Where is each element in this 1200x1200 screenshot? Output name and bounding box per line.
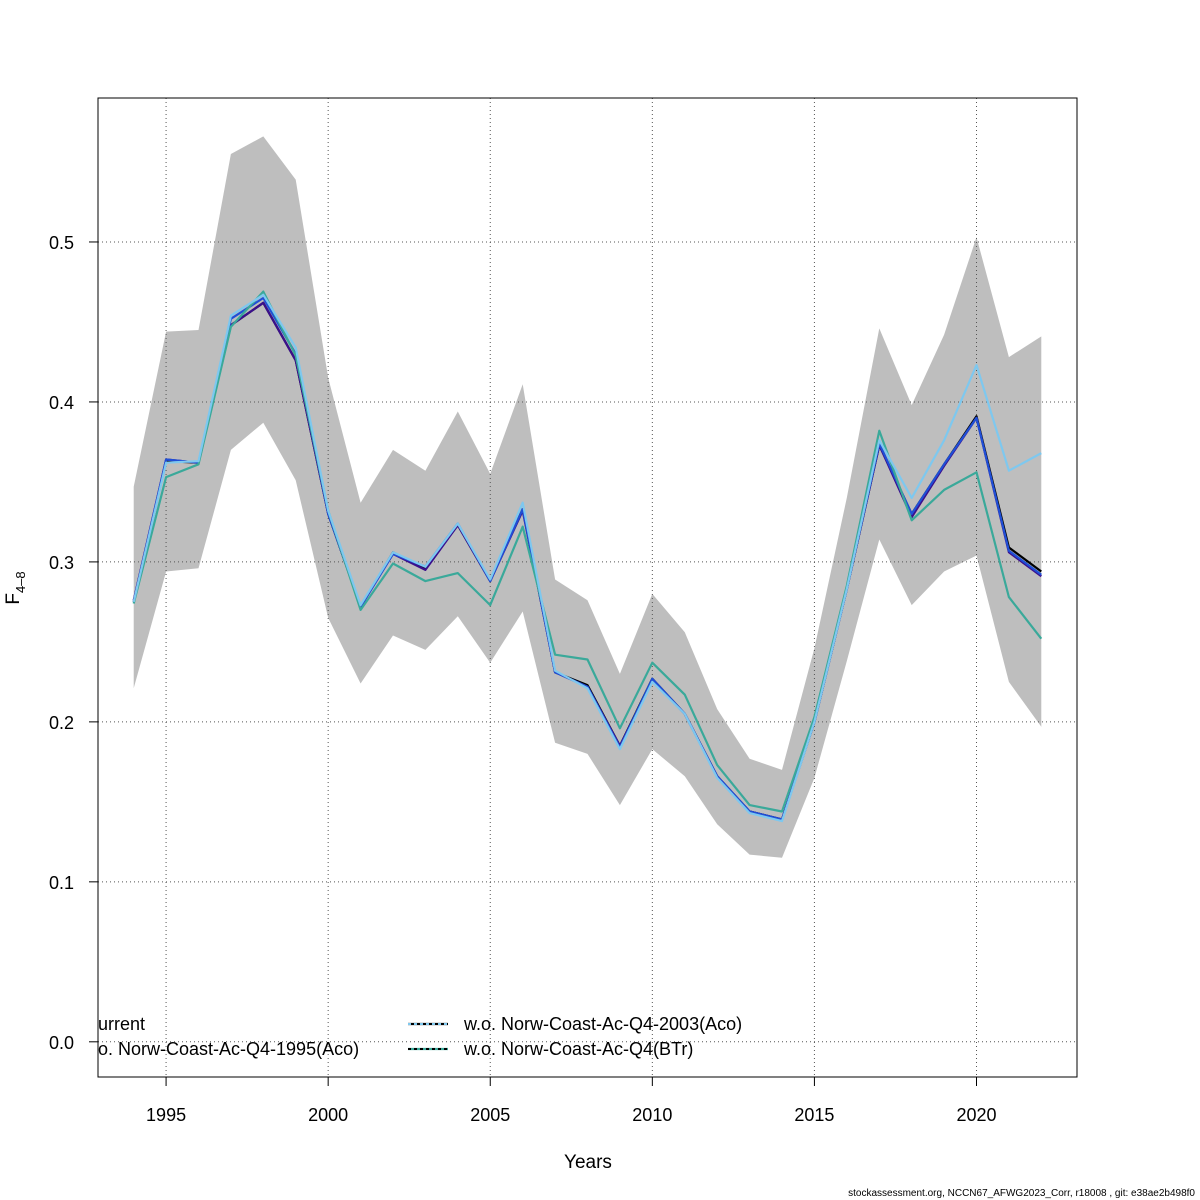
svg-text:F4–8: F4–8 bbox=[3, 571, 28, 604]
legend-entry-0: urrent bbox=[98, 1014, 145, 1034]
x-tick-label: 2005 bbox=[470, 1105, 510, 1125]
confidence-band bbox=[133, 136, 1042, 858]
legend-label: urrent bbox=[98, 1014, 145, 1034]
y-tick-label: 0.5 bbox=[49, 233, 74, 253]
y-tick-label: 0.1 bbox=[49, 873, 74, 893]
y-tick-label: 0.0 bbox=[49, 1033, 74, 1053]
footer-credit: stockassessment.org, NCCN67_AFWG2023_Cor… bbox=[848, 1188, 1195, 1199]
y-axis-title-subscript: 4–8 bbox=[13, 571, 28, 593]
x-tick-label: 2010 bbox=[632, 1105, 672, 1125]
x-tick-label: 1995 bbox=[146, 1105, 186, 1125]
legend-entry-3: w.o. Norw-Coast-Ac-Q4(BTr) bbox=[408, 1039, 693, 1059]
axes: 1995 2000 2005 2010 2015 2020 0.0 0.1 0.2 0.3 0.4 0… bbox=[49, 233, 997, 1125]
y-tick-label: 0.2 bbox=[49, 713, 74, 733]
y-tick-label: 0.3 bbox=[49, 553, 74, 573]
confidence-band-layer bbox=[133, 136, 1042, 858]
y-tick-label: 0.4 bbox=[49, 393, 74, 413]
y-axis-title-main: F bbox=[3, 593, 24, 605]
series-lines bbox=[132, 290, 1043, 823]
x-tick-label: 2015 bbox=[794, 1105, 834, 1125]
y-axis-title: F4–8 bbox=[3, 571, 28, 604]
legend: urrent o. Norw-Coast-Ac-Q4-1995(Aco) w.o. … bbox=[98, 1014, 742, 1059]
x-tick-label: 2020 bbox=[956, 1105, 996, 1125]
legend-entry-1: o. Norw-Coast-Ac-Q4-1995(Aco) bbox=[98, 1039, 359, 1059]
legend-entry-2: w.o. Norw-Coast-Ac-Q4-2003(Aco) bbox=[408, 1014, 742, 1034]
x-tick-label: 2000 bbox=[308, 1105, 348, 1125]
x-axis-title: Years bbox=[564, 1152, 612, 1173]
legend-label: w.o. Norw-Coast-Ac-Q4(BTr) bbox=[463, 1039, 693, 1059]
legend-label: o. Norw-Coast-Ac-Q4-1995(Aco) bbox=[98, 1039, 359, 1059]
series-line-4 bbox=[132, 293, 1042, 823]
legend-label: w.o. Norw-Coast-Ac-Q4-2003(Aco) bbox=[463, 1014, 742, 1034]
